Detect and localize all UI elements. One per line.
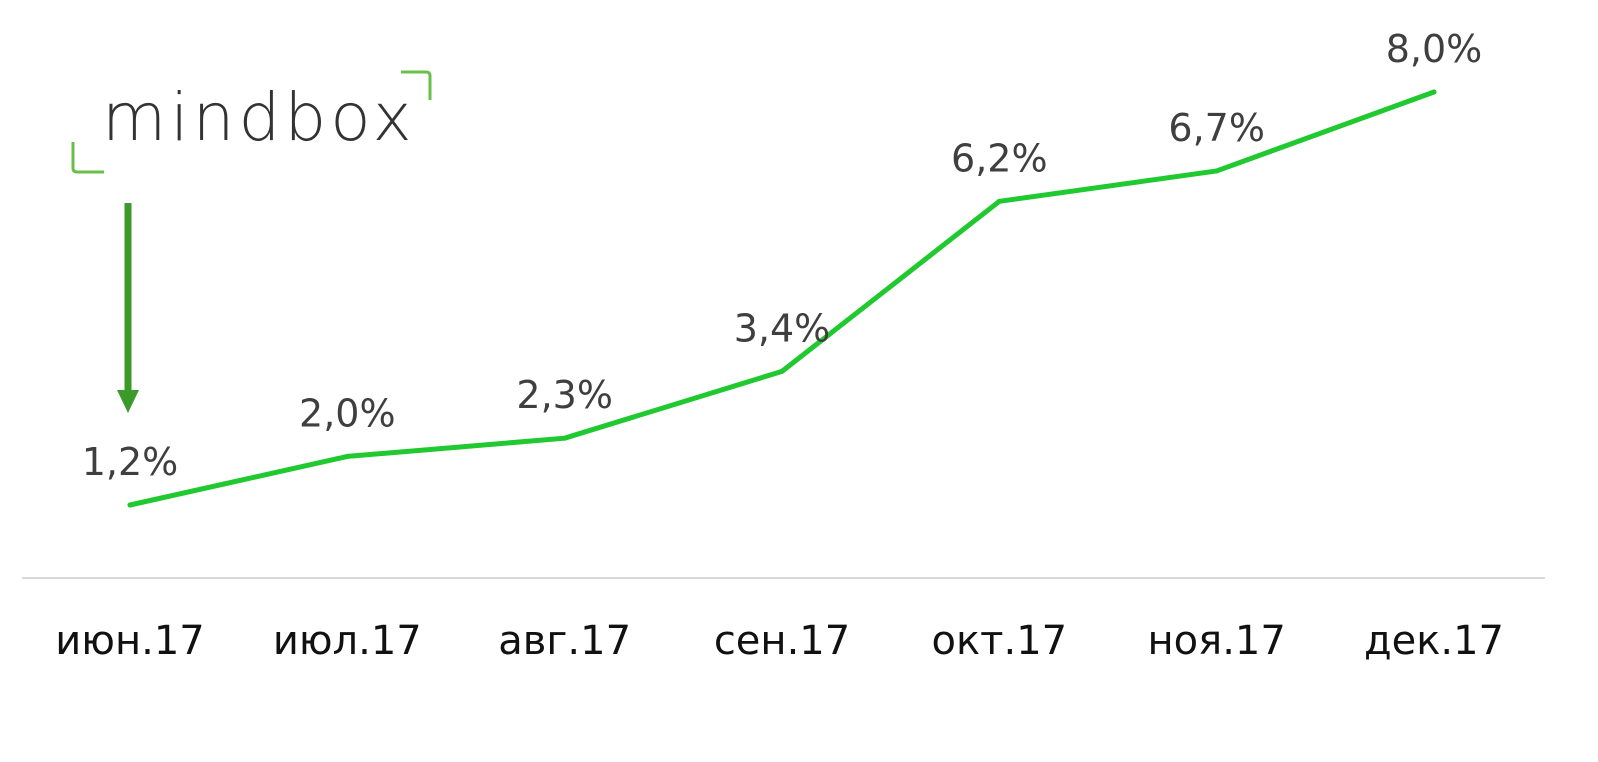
data-point (1214, 168, 1220, 174)
data-label-layer: 1,2% 2,0% 2,3% 3,4% 6,2% 6,7% 8,0% (82, 27, 1483, 484)
x-tick-label: авг.17 (498, 618, 631, 664)
data-label: 2,3% (516, 373, 613, 417)
data-point (127, 502, 133, 508)
data-point (779, 368, 785, 374)
data-label: 3,4% (734, 306, 831, 350)
annotation-arrow (117, 203, 139, 413)
data-point (562, 435, 568, 441)
arrow-head (117, 390, 139, 413)
data-label: 6,2% (951, 136, 1048, 180)
data-label: 8,0% (1386, 27, 1483, 71)
x-tick-label: сен.17 (714, 618, 850, 664)
data-point (1431, 89, 1437, 95)
logo-bracket-bottom-left (71, 142, 104, 174)
logo: mindbox (71, 70, 432, 174)
logo-bracket-top-right (401, 70, 432, 100)
logo-text: mindbox (102, 79, 416, 156)
x-tick-label: окт.17 (932, 618, 1068, 664)
data-label: 6,7% (1168, 106, 1265, 150)
x-tick-layer: июн.17 июл.17 авг.17 сен.17 окт.17 ноя.17 дек.… (55, 618, 1504, 664)
x-tick-label: дек.17 (1364, 618, 1504, 664)
data-label: 2,0% (299, 391, 396, 435)
data-point (996, 198, 1002, 204)
x-tick-label: июл.17 (273, 618, 422, 664)
data-point (344, 453, 350, 459)
data-label: 1,2% (82, 440, 179, 484)
series-layer (127, 89, 1437, 508)
x-tick-label: ноя.17 (1148, 618, 1286, 664)
x-tick-label: июн.17 (55, 618, 204, 664)
